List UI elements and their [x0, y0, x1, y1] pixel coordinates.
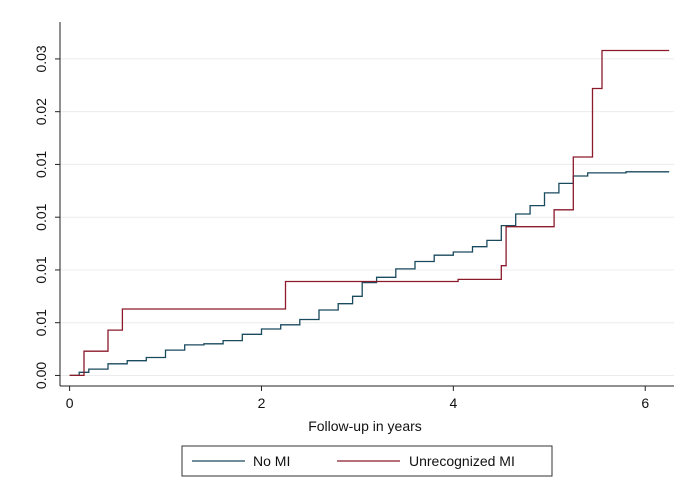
legend-label-unrecognized-mi: Unrecognized MI — [409, 453, 515, 469]
x-tick-label-2: 4 — [449, 395, 457, 411]
series-line-unrecognized-mi — [69, 49, 670, 377]
axes — [59, 22, 674, 387]
gridlines — [60, 58, 674, 376]
x-tick-label-3: 6 — [641, 395, 649, 411]
y-tick-label-1: 0.01 — [33, 309, 49, 336]
legend-label-no-mi: No MI — [253, 453, 290, 469]
y-tick-label-0: 0.00 — [33, 362, 49, 389]
y-tick-label-4: 0.01 — [33, 151, 49, 178]
y-tick-label-5: 0.02 — [33, 98, 49, 125]
series-group — [69, 49, 670, 377]
y-tick-label-2: 0.01 — [33, 256, 49, 283]
y-tick-label-3: 0.01 — [33, 203, 49, 230]
x-axis-title: Follow-up in years — [308, 418, 422, 434]
series-line-no-mi — [69, 171, 670, 377]
x-tick-label-0: 0 — [66, 395, 74, 411]
legend: No MI Unrecognized MI — [181, 445, 553, 477]
x-ticks: 0 2 4 6 — [66, 386, 649, 411]
y-ticks: 0.00 0.01 0.01 0.01 0.01 0.02 0.03 — [33, 45, 60, 389]
y-tick-label-6: 0.03 — [33, 45, 49, 72]
x-tick-label-1: 2 — [258, 395, 266, 411]
